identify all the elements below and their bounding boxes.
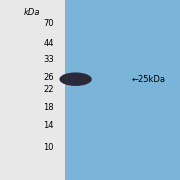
Text: 22: 22 [44, 86, 54, 94]
Text: 10: 10 [44, 143, 54, 152]
Text: 18: 18 [43, 103, 54, 112]
Text: 44: 44 [44, 39, 54, 48]
Bar [65, 0, 180, 180]
Text: 26: 26 [43, 73, 54, 82]
Text: kDa: kDa [24, 8, 41, 17]
Ellipse shape [59, 72, 92, 86]
Text: 14: 14 [44, 122, 54, 130]
Text: ←25kDa: ←25kDa [131, 75, 165, 84]
Text: 33: 33 [43, 55, 54, 64]
Text: 70: 70 [43, 19, 54, 28]
